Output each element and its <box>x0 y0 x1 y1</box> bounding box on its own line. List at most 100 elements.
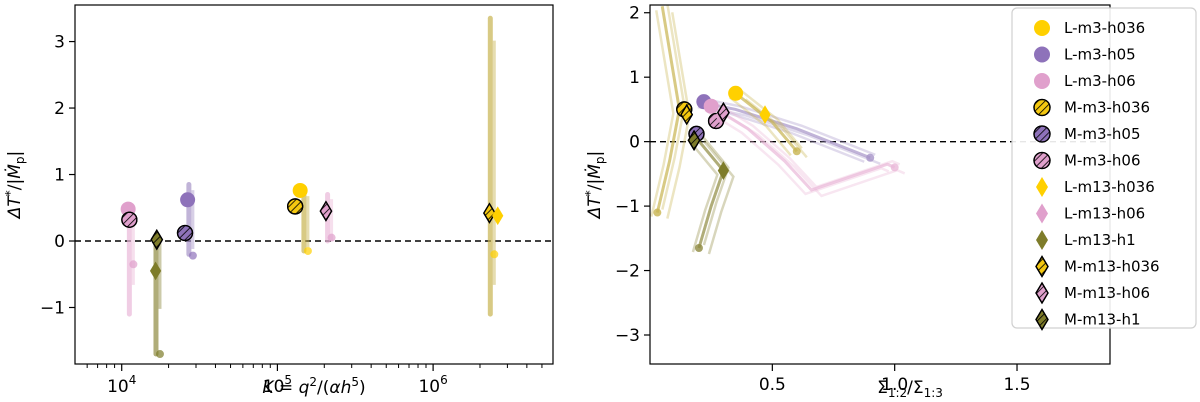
point-M-m13-h06-hatch <box>319 200 333 222</box>
track-bundle-L-m13-h1 <box>698 131 730 246</box>
x-label-part: = <box>274 378 299 398</box>
y-tick-label: 1 <box>54 166 65 186</box>
legend-marker <box>1033 98 1051 117</box>
legend-marker-hatch <box>1035 255 1049 278</box>
legend-marker <box>1035 308 1049 331</box>
x-tick-base: 10 <box>418 377 440 397</box>
left-axes-frame <box>74 4 554 365</box>
x-tick-base: 10 <box>107 377 129 397</box>
point-L-m3-h06-fill <box>703 98 719 114</box>
point-L-m3-h036-fill <box>292 182 308 198</box>
legend-marker <box>1036 230 1048 250</box>
y-tick-label: 0 <box>629 133 640 153</box>
point-L-m13-h036 <box>492 206 504 226</box>
point-M-m3-h05-hatch <box>176 224 194 242</box>
x-tick-exp: 4 <box>129 373 137 387</box>
y-label-part: ΔT <box>5 195 25 221</box>
x-tick-label: 106 <box>418 373 447 397</box>
legend-label: M-m3-h06 <box>1064 152 1141 170</box>
track-bundle-L-m3-h06 <box>704 109 890 196</box>
point-L-m3-h036 <box>728 85 744 101</box>
x-tick-exp: 6 <box>440 373 448 387</box>
legend-entry: L-m3-h06 <box>1034 72 1136 90</box>
legend-marker <box>1036 203 1048 224</box>
point-M-m13-h1 <box>687 129 701 151</box>
legend-marker-fill <box>1036 203 1048 224</box>
y-label-part: | <box>5 151 25 157</box>
point-L-m13-h1-fill <box>149 261 162 281</box>
legend-label: L-m3-h05 <box>1064 46 1136 64</box>
legend-entry: M-m13-h036 <box>1035 255 1160 278</box>
x-tick-label: 1.5 <box>1003 375 1030 395</box>
y-tick-label: 3 <box>54 33 65 53</box>
y-label-part: p <box>593 156 607 164</box>
legend-entry: M-m3-h06 <box>1033 151 1141 170</box>
y-label-part: /| <box>585 179 605 190</box>
track-L-m13-h1 <box>692 134 726 249</box>
x-tick-label: 0.5 <box>759 375 786 395</box>
point-M-m13-h1 <box>150 229 164 251</box>
legend-marker <box>1033 151 1051 170</box>
point-L-m13-h1 <box>717 161 730 181</box>
x-tick-label: 104 <box>107 373 136 397</box>
legend-label: M-m13-h036 <box>1064 258 1160 276</box>
point-L-m3-h05 <box>180 192 196 208</box>
point-M-m13-h036-hatch <box>680 103 694 126</box>
y-label-part: /| <box>5 179 25 190</box>
track-L-m13-h036 <box>655 6 681 213</box>
point-M-m3-h036 <box>287 198 304 215</box>
point-M-m3-h05 <box>176 224 194 242</box>
y-label-part: | <box>585 151 605 157</box>
y-tick-label: 1 <box>629 68 640 88</box>
track-bundle-L-m13-h1 <box>703 140 735 255</box>
legend-marker <box>1034 46 1050 63</box>
track-end-L-m3-h036 <box>303 246 312 255</box>
x-label-part: q <box>299 378 310 398</box>
track-bundle-L-m13-h036 <box>650 10 675 217</box>
y-label-part: p <box>13 156 27 164</box>
x-label-part: 5 <box>351 375 359 389</box>
track-L-m3-h06 <box>710 104 896 192</box>
track-end-L-m13-h036 <box>653 208 662 217</box>
x-label-part: K <box>262 378 275 398</box>
legend-marker-fill <box>1034 20 1050 36</box>
legend-marker <box>1035 255 1049 278</box>
legend-box <box>1011 7 1197 329</box>
y-label-part: Ṁ <box>4 164 25 179</box>
track-end-L-m13-h1 <box>694 243 703 252</box>
point-M-m13-h1-hatch <box>687 129 701 151</box>
x-label-part: /Σ <box>907 378 923 398</box>
legend-marker <box>1034 20 1050 36</box>
legend-entry: M-m3-h05 <box>1033 125 1141 143</box>
y-tick-label: −2 <box>615 262 640 282</box>
x-label-part: ) <box>359 378 366 398</box>
legend-entry: L-m13-h06 <box>1036 203 1145 224</box>
track-end-L-m3-h05 <box>866 153 875 162</box>
point-M-m13-h1-hatch <box>150 229 164 251</box>
y-axis-label: ΔT*/|Ṁp| <box>3 151 27 221</box>
legend-marker-hatch <box>1033 98 1051 117</box>
x-label-part: 1:3 <box>924 386 943 400</box>
point-L-m3-h06 <box>703 98 719 114</box>
track-end-L-m3-h06 <box>890 163 899 172</box>
x-axis-label: K = q2/(αh5) <box>262 375 365 398</box>
legend-label: L-m13-h06 <box>1064 205 1145 223</box>
x-axis-label: Σ1:2/Σ1:3 <box>877 378 943 400</box>
point-M-m13-h036 <box>680 103 694 126</box>
track-bundle-L-m13-h1 <box>687 138 719 253</box>
point-L-m13-h036-fill <box>492 206 504 226</box>
legend-label: L-m3-h036 <box>1064 19 1145 37</box>
point-M-m13-h06 <box>717 101 730 124</box>
point-L-m3-h036 <box>292 182 308 198</box>
point-L-m13-h1 <box>149 261 162 281</box>
track-bundle-L-m13-h036 <box>666 12 691 219</box>
point-M-m3-h036-hatch <box>287 198 304 215</box>
legend-entry: M-m13-h06 <box>1035 281 1150 305</box>
y-tick-label: −3 <box>615 326 640 346</box>
point-M-m13-h06-hatch <box>717 101 730 124</box>
legend: L-m3-h036 L-m3-h05 L-m3-h06 M-m3-h036 M-m3-h… <box>1011 7 1197 331</box>
legend-marker-fill <box>1036 230 1048 250</box>
x-label-part: αh <box>329 378 351 398</box>
track-end-L-m13-h06 <box>327 233 336 242</box>
